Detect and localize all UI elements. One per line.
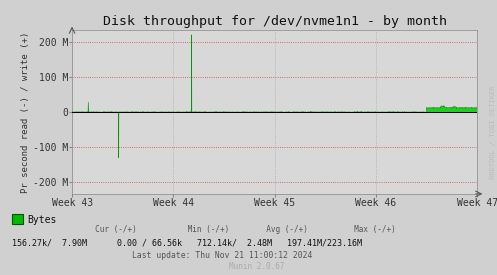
Text: RRDTOOL / TOBI OETIKER: RRDTOOL / TOBI OETIKER <box>490 85 496 179</box>
Text: 156.27k/  7.90M      0.00 / 66.56k   712.14k/  2.48M   197.41M/223.16M: 156.27k/ 7.90M 0.00 / 66.56k 712.14k/ 2.… <box>12 238 362 247</box>
Text: Cur (-/+)           Min (-/+)        Avg (-/+)          Max (-/+): Cur (-/+) Min (-/+) Avg (-/+) Max (-/+) <box>72 225 396 234</box>
Text: Bytes: Bytes <box>27 215 57 225</box>
Text: Last update: Thu Nov 21 11:00:12 2024: Last update: Thu Nov 21 11:00:12 2024 <box>132 251 312 260</box>
Title: Disk throughput for /dev/nvme1n1 - by month: Disk throughput for /dev/nvme1n1 - by mo… <box>102 15 447 28</box>
Y-axis label: Pr second read (-) / write (+): Pr second read (-) / write (+) <box>21 31 30 193</box>
Text: Munin 2.0.67: Munin 2.0.67 <box>229 262 284 271</box>
